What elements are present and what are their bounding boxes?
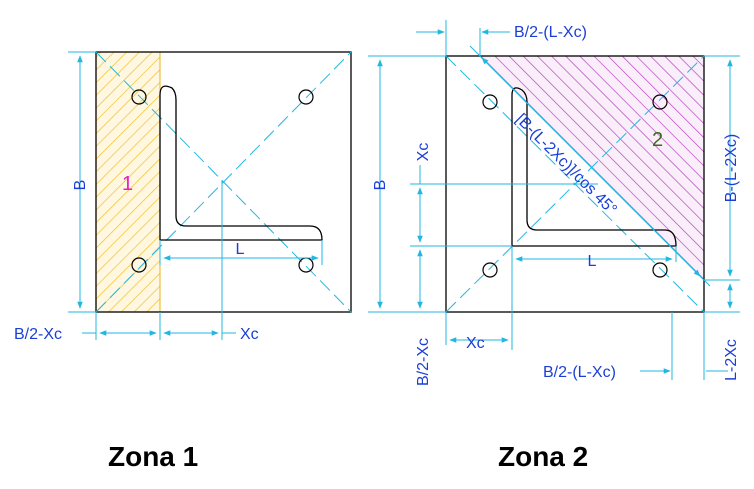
zone2-label-bottom: B/2-(L-Xc) [543,364,616,381]
zone2-label-B: B [372,180,389,191]
zone1-label-B: B [72,180,89,191]
zone2-hole-top-left [482,94,498,110]
zone1-hole-top-right [298,89,314,105]
zone2-number: 2 [652,129,663,151]
zone1-number: 1 [122,173,133,195]
zone1-drawing: B L B/2-Xc Xc 1 [14,51,352,343]
zone2-label-L: L [588,253,597,270]
zone1-hole-bottom-right [298,257,314,273]
zone2-title: Zona 2 [498,441,588,472]
zone1-title: Zona 1 [108,441,198,472]
zone2-label-right: B-(L-2Xc) [723,134,740,202]
zone2-label-B2-minus-Xc: B/2-Xc [415,338,432,386]
zone2-hole-bottom-right [652,262,668,278]
zone2-label-Xc-bottom: Xc [466,335,485,352]
zone2-hole-bottom-left [482,262,498,278]
zone1-angle-profile [159,85,323,241]
zone1-hole-top-left [131,89,147,105]
zone2-label-Xc-vertical: Xc [415,143,432,162]
zone1-label-L: L [236,241,245,258]
zone1-label-Xc: Xc [240,326,259,343]
zone1-hole-bottom-left [131,257,147,273]
zone1-label-B2-minus-Xc: B/2-Xc [14,326,62,343]
zone1-hatched-area [95,51,161,313]
zone2-label-right-bottom: L-2Xc [723,339,740,381]
zone2-label-top: B/2-(L-Xc) [514,24,587,41]
zone2-drawing: B/2-(L-Xc) B Xc B/2-Xc Xc L B/2-(L-Xc) B… [368,20,740,386]
zone1-plate [95,51,352,313]
